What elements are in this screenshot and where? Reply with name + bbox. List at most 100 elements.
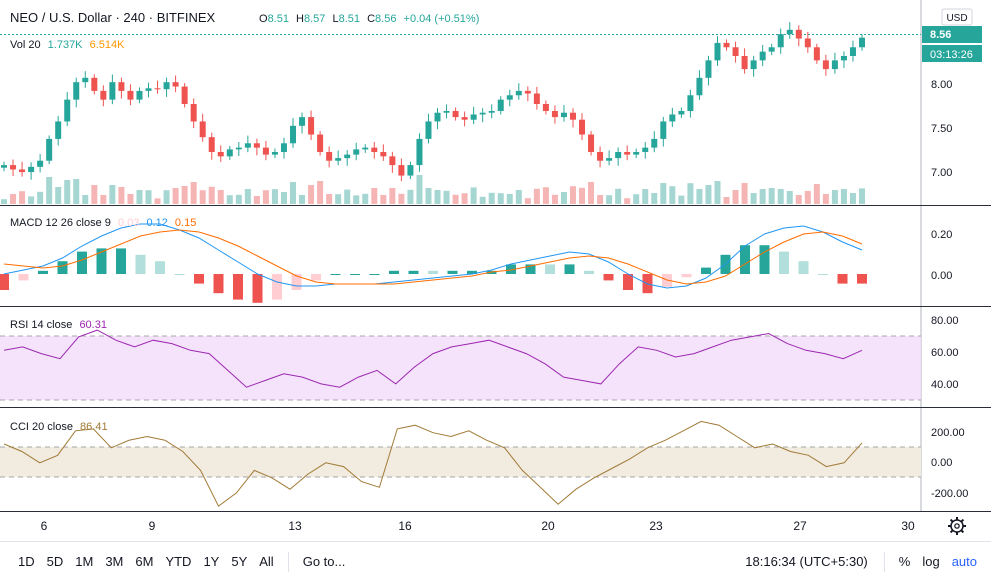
candle-body xyxy=(317,134,324,152)
time-label: 23 xyxy=(649,519,663,533)
volume-bar xyxy=(831,190,838,204)
chart-area[interactable]: NEO / U.S. Dollar · 240 · BITFINEX O8.51… xyxy=(0,0,991,541)
candle-body xyxy=(714,42,721,61)
volume-bar xyxy=(479,196,486,204)
volume-bar xyxy=(362,193,369,204)
volume-bar xyxy=(777,189,784,204)
last-price-value: 8.56 xyxy=(930,29,951,41)
volume-bar xyxy=(497,193,504,204)
range-1d[interactable]: 1D xyxy=(18,554,35,569)
volume-bar xyxy=(335,194,342,204)
volume-bar xyxy=(353,195,360,204)
log-toggle[interactable]: log xyxy=(922,554,940,569)
volume-bar xyxy=(651,193,658,204)
header-symbol: NEO / U.S. Dollar · 240 · BITFINEX xyxy=(10,10,216,25)
goto-button[interactable]: Go to... xyxy=(302,554,346,569)
candle-body xyxy=(244,143,251,148)
price-tick: 8.00 xyxy=(931,79,952,91)
range-ytd[interactable]: YTD xyxy=(165,554,192,569)
volume-bar xyxy=(804,191,811,204)
candle-body xyxy=(100,90,107,100)
macd-pane xyxy=(0,223,867,303)
volume-bar xyxy=(226,195,233,204)
volume-bar xyxy=(579,187,586,204)
cci-band xyxy=(0,447,921,477)
candle-body xyxy=(154,88,161,90)
time-label: 20 xyxy=(541,519,555,533)
macd-histogram-bar xyxy=(857,274,867,284)
volume-bar xyxy=(326,194,333,204)
time-label: 9 xyxy=(149,519,156,533)
candle-body xyxy=(813,47,820,61)
percent-toggle[interactable]: % xyxy=(898,554,911,569)
candle-body xyxy=(768,47,775,52)
volume-bar xyxy=(624,198,631,204)
volume-bar xyxy=(723,197,730,204)
countdown-badge xyxy=(922,45,982,62)
candle-body xyxy=(335,158,342,161)
macd-histogram-bar xyxy=(506,264,516,274)
volume-bar xyxy=(452,194,459,204)
volume-bar xyxy=(597,195,604,204)
range-1m[interactable]: 1M xyxy=(75,554,94,569)
candle-body xyxy=(822,60,829,70)
volume-bar xyxy=(163,190,170,204)
settings-gear-icon[interactable] xyxy=(948,517,966,535)
candle-body xyxy=(10,165,17,170)
candle-body xyxy=(344,154,351,159)
volume-bar xyxy=(37,191,44,204)
volume-bar xyxy=(741,183,748,204)
range-5d[interactable]: 5D xyxy=(46,554,64,569)
candle-body xyxy=(118,82,125,91)
candle-body xyxy=(588,134,595,152)
macd-histogram-bar xyxy=(564,264,575,274)
candle-body xyxy=(46,138,53,161)
macd-histogram-bar xyxy=(291,274,302,290)
candle-body xyxy=(163,82,170,90)
macd-legend: MACD 12 26 close 9 0.03 0.12 0.15 xyxy=(10,217,196,229)
volume-bar xyxy=(569,186,576,204)
candle-body xyxy=(515,90,522,96)
volume-bar xyxy=(145,190,152,204)
macd-histogram-bar xyxy=(155,261,165,274)
candle-body xyxy=(326,152,333,161)
volume-bar xyxy=(506,194,513,204)
range-5y[interactable]: 5Y xyxy=(231,554,248,569)
candle-body xyxy=(569,112,576,120)
range-all[interactable]: All xyxy=(259,554,274,569)
volume-bar xyxy=(308,185,315,204)
volume-bar xyxy=(786,191,793,204)
range-6m[interactable]: 6M xyxy=(135,554,154,569)
volume-bar xyxy=(299,195,306,204)
rsi-pane xyxy=(3,329,863,388)
volume-bar xyxy=(271,189,278,204)
macd-histogram-bar xyxy=(467,270,477,274)
candle-body xyxy=(579,119,586,135)
volume-bar xyxy=(461,193,468,204)
macd-histogram-bar xyxy=(525,264,536,274)
volume-bar xyxy=(73,179,80,204)
candle-body xyxy=(371,147,378,152)
candle-body xyxy=(226,149,233,157)
volume-bar xyxy=(660,183,667,204)
macd-histogram-bar xyxy=(818,274,828,275)
volume-bar xyxy=(687,183,694,204)
candle-body xyxy=(308,117,315,135)
currency-button[interactable] xyxy=(941,8,973,26)
auto-toggle[interactable]: auto xyxy=(951,554,977,569)
volume-bar xyxy=(813,184,820,204)
volume-legend: Vol 20 1.737K 6.514K xyxy=(10,39,125,51)
macd-histogram-bar xyxy=(38,270,48,274)
macd-histogram-bar xyxy=(759,245,770,274)
header-ohlc: O8.51 H8.57 L8.51 C8.56 +0.04 (+0.51%) xyxy=(259,13,479,25)
candle-body xyxy=(407,165,414,176)
volume-bar xyxy=(542,187,549,204)
volume-bar xyxy=(633,194,640,204)
candle-body xyxy=(64,99,71,122)
range-1y[interactable]: 1Y xyxy=(203,554,220,569)
macd-histogram-bar xyxy=(135,254,146,274)
volume-bar xyxy=(642,189,649,204)
cci-line xyxy=(3,420,863,507)
range-3m[interactable]: 3M xyxy=(105,554,124,569)
clock-display[interactable]: 18:16:34 (UTC+5:30) xyxy=(745,554,868,569)
